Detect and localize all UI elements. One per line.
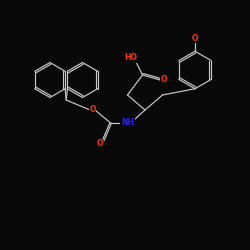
Text: HO: HO (124, 53, 137, 62)
Text: O: O (89, 106, 96, 114)
Text: O: O (192, 34, 198, 43)
Text: NH: NH (121, 118, 134, 127)
Text: O: O (96, 139, 103, 148)
Text: O: O (160, 76, 167, 84)
